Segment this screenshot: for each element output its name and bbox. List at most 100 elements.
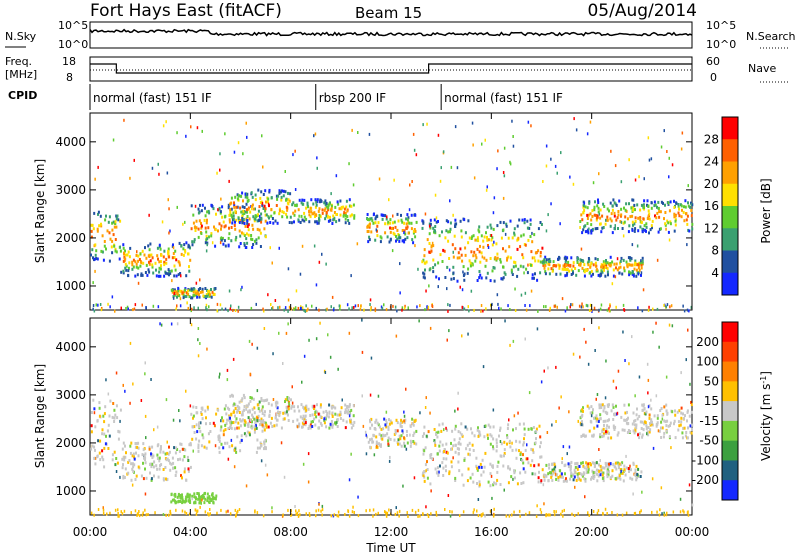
data-cell [460, 235, 463, 239]
data-cell [581, 231, 584, 235]
velocity-colorbar-label: Velocity [m s-1] [759, 371, 774, 461]
data-cell [665, 424, 668, 428]
data-cell [287, 267, 290, 271]
data-cell [178, 241, 181, 245]
data-cell [480, 465, 483, 469]
data-cell [338, 413, 341, 417]
data-cell [388, 240, 391, 244]
data-cell [454, 427, 457, 431]
data-cell [148, 270, 151, 274]
data-cell [199, 342, 201, 345]
data-cell [93, 456, 96, 460]
colorbar-tick-label: -100 [692, 453, 719, 467]
data-cell [114, 463, 117, 467]
colorbar-tick-label: 20 [704, 177, 719, 191]
data-cell [221, 205, 224, 209]
data-cell [261, 134, 263, 138]
data-cell [457, 452, 460, 456]
data-cell [543, 478, 546, 482]
data-cell [584, 230, 587, 234]
data-cell [603, 423, 605, 427]
data-cell [233, 150, 236, 154]
data-cell [581, 423, 584, 427]
data-cell [477, 426, 479, 430]
data-cell [189, 441, 192, 445]
data-cell [256, 213, 259, 217]
data-cell [179, 442, 182, 446]
data-cell [624, 359, 626, 362]
beam-title: Beam 15 [355, 4, 422, 22]
data-cell [141, 303, 143, 307]
data-cell [224, 244, 227, 248]
data-cell [476, 236, 479, 240]
data-cell [150, 477, 153, 481]
data-cell [209, 422, 212, 425]
data-cell [248, 409, 251, 413]
data-cell [179, 457, 182, 461]
data-cell [138, 514, 141, 518]
data-cell [665, 409, 668, 413]
data-cell [135, 262, 138, 266]
data-cell [365, 452, 368, 456]
data-cell [687, 184, 689, 188]
data-cell [608, 307, 610, 311]
data-cell [159, 267, 162, 271]
data-cell [241, 214, 244, 218]
data-cell [482, 470, 485, 474]
data-cell [195, 226, 198, 230]
data-cell [206, 492, 209, 496]
data-cell [679, 423, 682, 427]
data-cell [506, 427, 509, 430]
data-cell [595, 218, 598, 222]
data-cell [111, 415, 114, 419]
data-cell [641, 433, 644, 437]
data-cell [489, 223, 492, 227]
data-cell [178, 409, 180, 412]
data-cell [197, 354, 200, 358]
data-cell [245, 192, 248, 196]
data-cell [313, 211, 316, 215]
data-cell [254, 193, 257, 197]
data-cell [663, 431, 666, 435]
data-cell [393, 178, 395, 182]
data-cell [468, 259, 471, 263]
data-cell [429, 226, 432, 230]
data-cell [623, 464, 626, 468]
data-cell [473, 434, 476, 438]
data-cell [262, 514, 265, 518]
data-cell [302, 419, 305, 423]
data-cell [383, 417, 386, 421]
data-cell [187, 292, 190, 296]
data-cell [627, 416, 629, 420]
data-cell [434, 467, 437, 471]
data-cell [636, 472, 639, 476]
data-cell [641, 259, 644, 263]
data-cell [169, 461, 172, 465]
data-cell [603, 262, 606, 266]
data-cell [196, 510, 198, 514]
data-cell [628, 362, 630, 366]
data-cell [195, 437, 198, 441]
data-cell [458, 437, 461, 441]
data-cell [374, 307, 377, 311]
data-cell [204, 497, 207, 501]
data-cell [180, 290, 183, 294]
data-cell [326, 215, 329, 219]
data-cell [681, 131, 684, 135]
data-cell [122, 474, 125, 478]
data-cell [373, 453, 376, 457]
data-cell [627, 256, 630, 260]
data-cell [198, 219, 201, 223]
data-cell [387, 439, 390, 443]
data-cell [406, 441, 409, 445]
data-cell [227, 309, 229, 313]
data-cell [191, 243, 194, 247]
data-cell [643, 224, 646, 228]
data-cell [580, 305, 583, 309]
data-cell [428, 284, 430, 288]
data-cell [503, 440, 506, 444]
data-cell [596, 227, 599, 230]
data-cell [244, 246, 247, 249]
data-cell [627, 422, 630, 425]
data-cell [470, 237, 473, 240]
